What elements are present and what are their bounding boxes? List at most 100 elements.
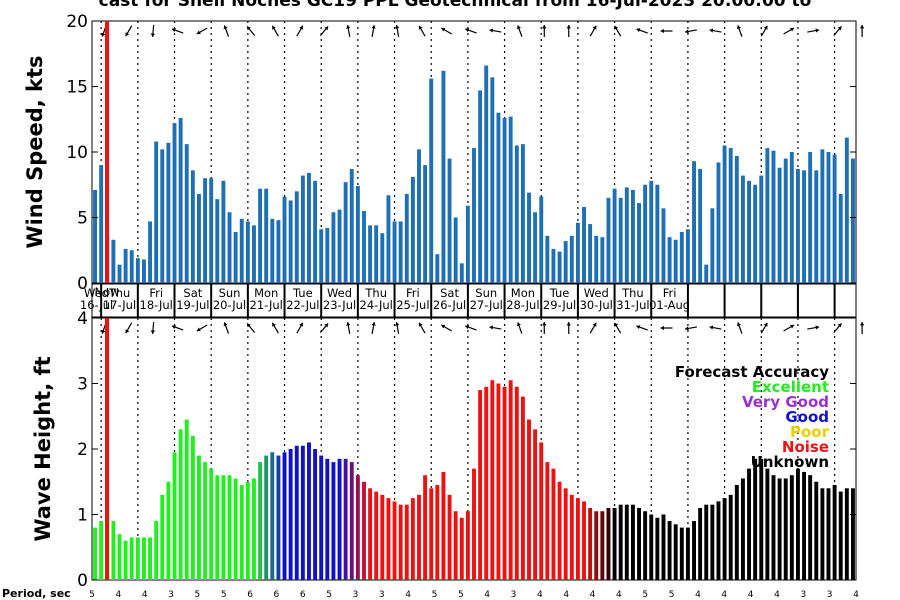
wave-bar [563, 488, 568, 580]
wave-bar [380, 494, 385, 580]
wind-bar [520, 144, 525, 283]
wave-bar [832, 485, 837, 580]
wind-bar [838, 193, 843, 283]
wind-bar [844, 137, 849, 283]
wave-bar [826, 488, 831, 580]
period-value: 5 [221, 590, 227, 600]
wind-bar [325, 227, 330, 283]
legend-item-very-good: Very Good [742, 393, 829, 411]
wave-bar [215, 475, 220, 580]
wind-bar [661, 208, 666, 283]
wave-bar [667, 521, 672, 580]
period-value: 4 [115, 590, 121, 600]
day-name-label: Wed [584, 286, 609, 300]
day-name-label: Wed [327, 286, 352, 300]
direction-arrow-icon [418, 322, 426, 334]
direction-arrow-icon [760, 322, 768, 334]
wave-direction-arrows [101, 321, 865, 335]
wave-bar [582, 501, 586, 580]
wave-bar [575, 498, 580, 581]
wave-bar [820, 488, 825, 580]
wave-panel: 0 1 2 3 4 Wave Height, ft [31, 309, 865, 591]
wave-bar [252, 478, 256, 581]
wave-bar [765, 468, 770, 580]
wind-bar [135, 258, 140, 283]
wind-bar [753, 184, 758, 283]
period-value: 5 [326, 590, 332, 600]
y-tick-label: 20 [66, 12, 88, 32]
period-value: 5 [642, 590, 648, 600]
day-name-label: Sat [440, 286, 459, 300]
direction-arrow-icon [807, 325, 820, 330]
period-value: 3 [800, 590, 806, 600]
wave-bar [362, 481, 366, 580]
wind-bar [563, 241, 568, 283]
direction-arrow-icon [150, 24, 156, 38]
wave-bar [728, 494, 733, 580]
wave-bar [331, 462, 336, 580]
wind-bar [319, 229, 324, 283]
direction-arrow-icon [171, 325, 184, 331]
wind-bar [789, 152, 794, 283]
wind-bar [826, 152, 831, 283]
direction-arrow-icon [736, 322, 743, 334]
wave-bar [166, 481, 171, 580]
wind-bar [575, 222, 580, 283]
wave-bar [545, 462, 550, 580]
wind-bar [545, 235, 550, 283]
period-value: 4 [537, 590, 543, 600]
direction-arrow-icon [246, 26, 256, 36]
wind-bar [539, 196, 544, 283]
wind-bar [667, 237, 672, 283]
direction-arrow-icon [319, 323, 329, 333]
day-name-label: Wed [84, 286, 109, 300]
wave-bar [465, 511, 470, 581]
y-tick-label: 1 [77, 506, 88, 526]
wind-bar [783, 158, 788, 283]
legend-item-good: Good [785, 408, 829, 426]
direction-arrow-icon [833, 26, 842, 36]
wind-bar [728, 148, 733, 283]
wave-bar [178, 429, 183, 580]
wave-bar [643, 511, 648, 581]
wind-bar [209, 178, 214, 283]
wind-bar [527, 192, 531, 283]
direction-arrow-icon [589, 25, 597, 37]
period-value: 4 [774, 590, 780, 600]
wave-bar [300, 445, 305, 580]
wind-bar [362, 210, 366, 283]
wave-bar [472, 468, 476, 580]
wind-bar [618, 197, 623, 283]
wave-bar [759, 458, 764, 580]
wave-bar [838, 491, 843, 580]
direction-arrow-icon [346, 321, 351, 335]
wind-bar [630, 189, 635, 283]
wave-bar [685, 527, 690, 580]
wave-bar [447, 494, 452, 580]
wave-bar [539, 442, 544, 580]
direction-arrow-icon [516, 322, 523, 334]
wind-bar [343, 182, 348, 283]
wave-bar [282, 452, 287, 580]
direction-arrow-icon [566, 322, 571, 334]
wave-bar [276, 455, 281, 580]
wave-bar [802, 471, 806, 580]
wind-bar [496, 112, 501, 283]
wind-bar [588, 224, 593, 283]
period-value: 5 [89, 590, 95, 600]
direction-arrow-icon [196, 27, 208, 35]
wind-bar [582, 207, 586, 283]
wind-bar [252, 225, 256, 283]
day-date-label: 22-Jul [286, 298, 319, 312]
wave-bar [410, 498, 415, 581]
wave-bar [844, 488, 849, 580]
wind-bar [331, 212, 336, 283]
wave-bar [99, 521, 104, 580]
wave-y-ticks: 0 1 2 3 4 [77, 309, 856, 591]
wave-bar [129, 537, 134, 580]
wind-bar [808, 152, 813, 283]
wave-bar [337, 458, 342, 580]
wave-bar [453, 511, 458, 581]
wind-bar [734, 155, 739, 283]
direction-arrow-icon [636, 28, 648, 34]
